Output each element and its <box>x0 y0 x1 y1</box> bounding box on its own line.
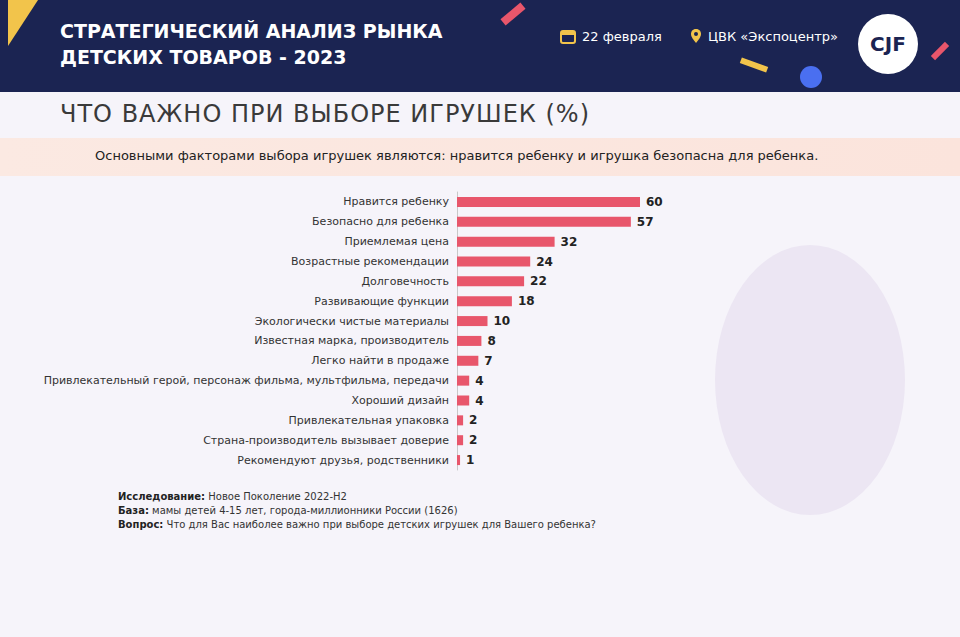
svg-text:Привлекательный герой, персона: Привлекательный герой, персонаж фильма, … <box>44 374 449 387</box>
svg-text:Нравится ребенку: Нравится ребенку <box>343 195 449 208</box>
html-text:CJF: CJF <box>870 32 906 56</box>
html-text:Вопрос: Что для Вас наиболее в: Вопрос: Что для Вас наиболее важно при в… <box>118 519 596 530</box>
svg-text:Привлекательная упаковка: Привлекательная упаковка <box>289 414 450 427</box>
html-text:22 февраля: 22 февраля <box>582 28 662 44</box>
svg-text:24: 24 <box>536 255 553 269</box>
svg-text:Легко найти в продаже: Легко найти в продаже <box>311 354 449 367</box>
html-text:ЧТО ВАЖНО ПРИ ВЫБОРЕ ИГРУШЕК (: ЧТО ВАЖНО ПРИ ВЫБОРЕ ИГРУШЕК (%) <box>60 100 590 128</box>
svg-text:4: 4 <box>475 374 483 388</box>
svg-text:Безопасно для ребенка: Безопасно для ребенка <box>312 215 449 228</box>
svg-text:Рекомендуют друзья, родственни: Рекомендуют друзья, родственники <box>237 454 449 467</box>
html-text:Исследование: Новое Поколение: Исследование: Новое Поколение 2022-H2 <box>118 491 347 502</box>
svg-text:Возрастные рекомендации: Возрастные рекомендации <box>291 255 449 268</box>
svg-text:10: 10 <box>494 314 511 328</box>
svg-text:Экологически чистые материалы: Экологически чистые материалы <box>255 315 449 328</box>
svg-text:18: 18 <box>518 294 535 308</box>
svg-text:Долговечность: Долговечность <box>362 275 449 288</box>
html-text:СТРАТЕГИЧЕСКИЙ АНАЛИЗ РЫНКА: СТРАТЕГИЧЕСКИЙ АНАЛИЗ РЫНКА <box>60 20 443 42</box>
svg-text:57: 57 <box>637 215 654 229</box>
svg-text:1: 1 <box>466 453 474 467</box>
svg-text:60: 60 <box>646 195 663 209</box>
svg-text:2: 2 <box>469 433 477 447</box>
svg-text:7: 7 <box>484 354 492 368</box>
svg-text:8: 8 <box>487 334 495 348</box>
svg-text:22: 22 <box>530 274 547 288</box>
html-text:База: мамы детей 4-15 лет, гор: База: мамы детей 4-15 лет, города-миллио… <box>118 505 458 516</box>
svg-text:32: 32 <box>561 235 578 249</box>
svg-text:Хороший дизайн: Хороший дизайн <box>351 394 449 407</box>
html-text:ДЕТСКИХ ТОВАРОВ - 2023: ДЕТСКИХ ТОВАРОВ - 2023 <box>60 46 347 68</box>
svg-text:Развивающие функции: Развивающие функции <box>314 295 449 308</box>
svg-text:Страна-производитель вызывает: Страна-производитель вызывает доверие <box>203 434 449 447</box>
svg-text:4: 4 <box>475 394 483 408</box>
svg-text:2: 2 <box>469 413 477 427</box>
html-text:Основными факторами выбора игр: Основными факторами выбора игрушек являю… <box>95 148 819 163</box>
html-text:ЦВК «Экспоцентр»: ЦВК «Экспоцентр» <box>708 28 838 44</box>
svg-text:Известная марка, производитель: Известная марка, производитель <box>254 334 449 347</box>
svg-text:Приемлемая цена: Приемлемая цена <box>344 235 449 248</box>
